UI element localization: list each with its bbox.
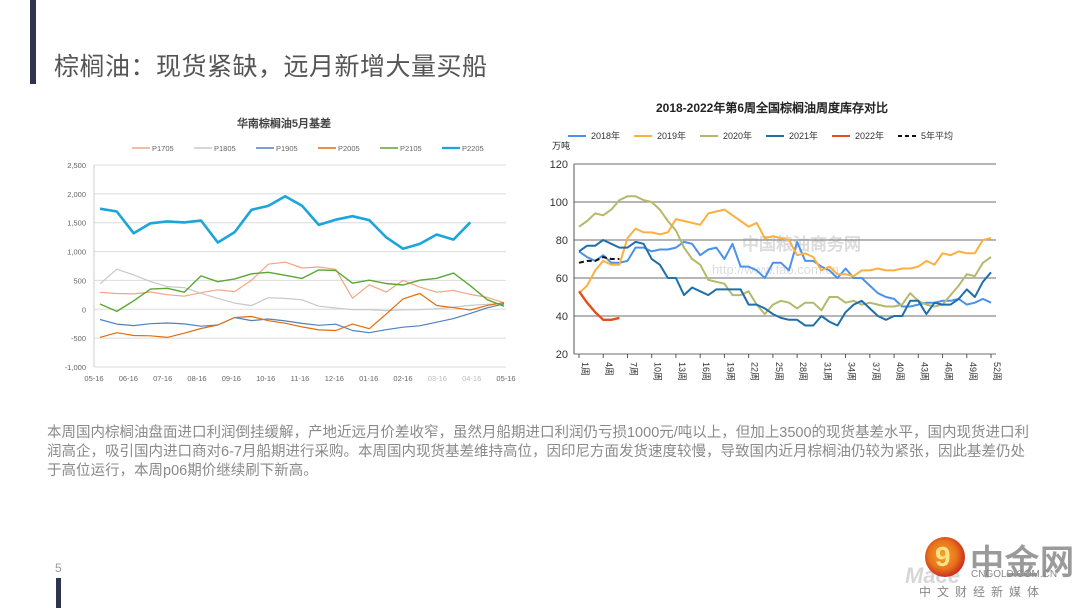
title-accent-bar: [30, 0, 36, 84]
series-line-5年平均: [578, 256, 620, 264]
x-tick-label: 4周: [604, 362, 614, 376]
x-tick-label: 07-16: [153, 374, 172, 383]
x-tick-label: 49周: [968, 362, 978, 381]
legend-label-p2105: P2105: [400, 144, 422, 153]
x-tick-label: 01-16: [359, 374, 378, 383]
logo-glyph: 9: [935, 541, 951, 572]
y-tick-label: 100: [550, 197, 568, 209]
basis-chart-svg: 华南棕榈油5月基差 P1705 P1805 P1905 P2005 P2105 P2205 2…: [65, 116, 516, 383]
x-tick-label: 03-16: [428, 374, 447, 383]
legend-label-p2005: P2005: [338, 144, 360, 153]
legend-label: 2018年: [591, 130, 620, 141]
y-tick-label: 1,500: [67, 219, 86, 228]
series-line-p2105: [99, 269, 505, 313]
x-tick-label: 40周: [895, 362, 905, 381]
series-line-p2205: [99, 195, 472, 250]
y-tick-label: 2,000: [67, 190, 86, 199]
y-tick-label: 40: [556, 311, 568, 323]
slide-title: 棕榈油：现货紧缺，远月新增大量买船: [54, 53, 488, 81]
basis-chart: 华南棕榈油5月基差 P1705 P1805 P1905 P2005 P2105 P2205 2…: [44, 100, 524, 390]
x-tick-label: 16周: [701, 362, 711, 381]
y-tick-label: 0: [82, 305, 86, 314]
legend-label-p1705: P1705: [152, 144, 174, 153]
legend-label-p1805: P1805: [214, 144, 236, 153]
logo-icon: 9: [925, 537, 965, 577]
legend-label: 2022年: [855, 130, 884, 141]
x-tick-label: 06-16: [119, 374, 138, 383]
x-tick-label: 22周: [750, 362, 760, 381]
x-tick-label: 25周: [774, 362, 784, 381]
legend-label: 2021年: [789, 130, 818, 141]
x-tick-label: 31周: [822, 362, 832, 381]
x-tick-label: 10-16: [256, 374, 275, 383]
y-tick-label: 20: [556, 349, 568, 361]
x-tick-label: 13周: [677, 362, 687, 381]
y-tick-label: 1,000: [67, 248, 86, 257]
x-tick-label: 09-16: [222, 374, 241, 383]
y-tick-label: 2,500: [67, 161, 86, 170]
logo-domain: CNGOLD.COM.CN: [971, 569, 1058, 580]
x-tick-label: 08-16: [187, 374, 206, 383]
series-line-2020年: [578, 195, 992, 316]
legend-label: 5年平均: [921, 130, 953, 141]
analysis-paragraph: 本周国内棕榈油盘面进口利润倒挂缓解，产地近远月价差收窄，虽然月船期进口利润仍亏损…: [47, 425, 1030, 479]
series-line-p1705: [99, 261, 505, 304]
x-tick-label: 52周: [992, 362, 1002, 381]
x-tick-label: 34周: [847, 362, 857, 381]
series-line-p2005: [99, 292, 505, 338]
logo-name: 中金网: [970, 544, 1075, 582]
chart-title: 2018-2022年第6周全国棕榈油周度库存对比: [656, 100, 888, 115]
legend-label: 2020年: [723, 130, 752, 141]
legend-label-p1905: P1905: [276, 144, 298, 153]
x-tick-label: 46周: [944, 362, 954, 381]
inventory-chart-svg: 2018-2022年第6周全国棕榈油周度库存对比 2018年 2019年 2020年 2…: [550, 100, 1002, 381]
x-tick-label: 05-16: [84, 374, 103, 383]
legend-label-p2205: P2205: [462, 144, 484, 153]
x-tick-label: 05-16: [496, 374, 515, 383]
x-tick-label: 28周: [798, 362, 808, 381]
series-line-2021年: [578, 239, 992, 327]
series-line-p1905: [99, 303, 505, 334]
x-tick-label: 10周: [653, 362, 663, 381]
watermark-cn: 中国粮油商务网: [742, 234, 861, 254]
y-tick-label: 60: [556, 273, 568, 285]
y-tick-label: 80: [556, 235, 568, 247]
y-tick-label: 500: [73, 276, 86, 285]
cngold-logo: Mace 9 中金网 CNGOLD.COM.CN 中文财经新媒体: [905, 535, 1075, 605]
x-tick-label: 1周: [580, 362, 590, 376]
y-axis-unit: 万吨: [552, 140, 570, 151]
legend-label: 2019年: [657, 130, 686, 141]
footer-accent-bar: [56, 578, 61, 608]
logo-tagline: 中文财经新媒体: [919, 585, 1046, 599]
page-number: 5: [55, 561, 62, 575]
chart-title: 华南棕榈油5月基差: [237, 116, 331, 130]
x-tick-label: 43周: [919, 362, 929, 381]
series-line-2022年: [578, 290, 620, 321]
x-tick-label: 7周: [628, 362, 638, 376]
x-tick-label: 11-16: [291, 374, 310, 383]
series-line-2019年: [578, 208, 992, 294]
y-tick-label: -1,000: [65, 363, 86, 372]
x-tick-label: 12-16: [325, 374, 344, 383]
x-tick-label: 37周: [871, 362, 881, 381]
y-tick-label: -500: [71, 334, 86, 343]
x-tick-label: 19周: [725, 362, 735, 381]
x-tick-label: 04-16: [462, 374, 481, 383]
x-tick-label: 02-16: [393, 374, 412, 383]
y-tick-label: 120: [550, 159, 568, 171]
series-line-p1805: [99, 268, 505, 312]
inventory-chart: 2018-2022年第6周全国棕榈油周度库存对比 2018年 2019年 2020年 2…: [532, 96, 1022, 388]
